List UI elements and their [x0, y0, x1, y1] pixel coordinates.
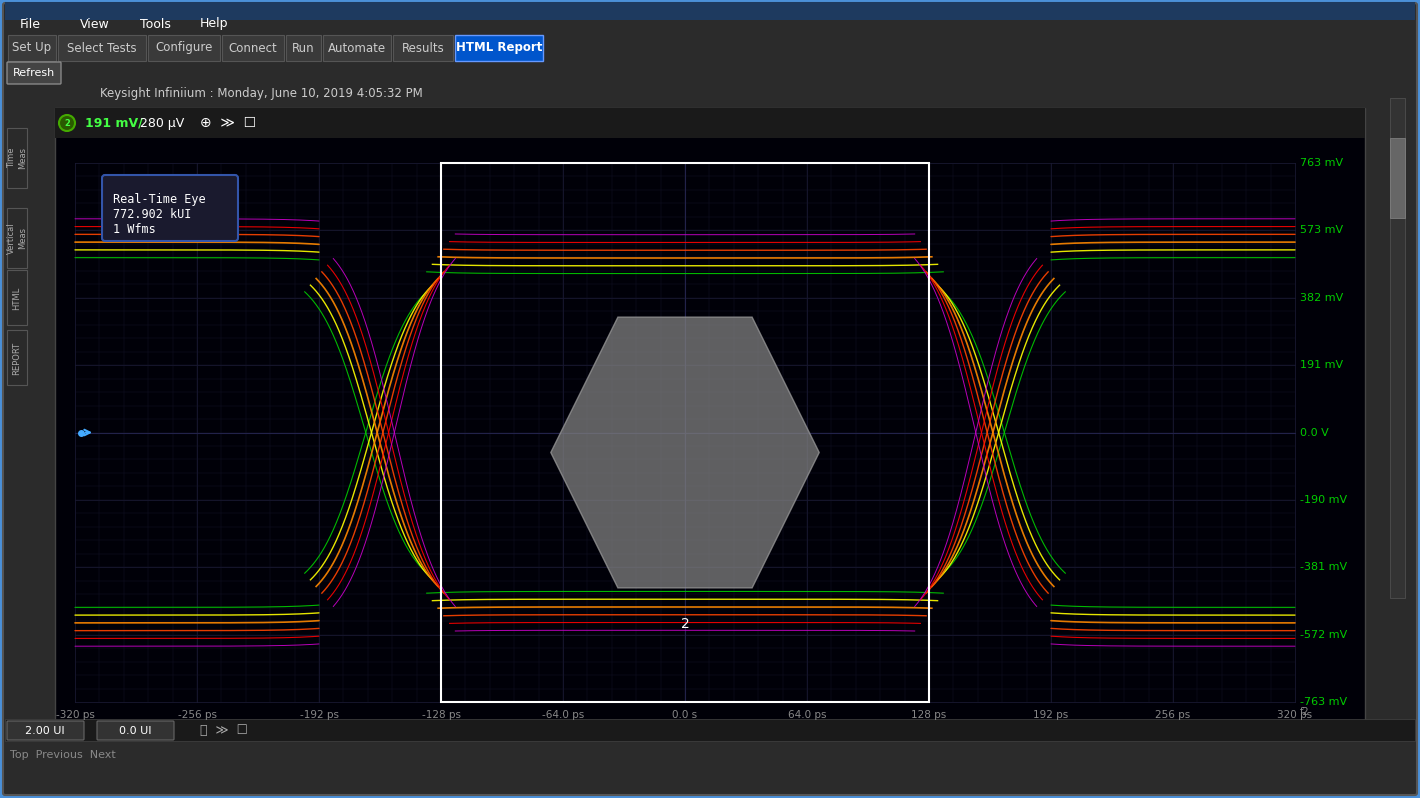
Text: 0.0 UI: 0.0 UI	[119, 726, 152, 736]
Text: 192 ps: 192 ps	[1034, 710, 1069, 720]
Text: Real-Time Eye
772.902 kUI
1 Wfms: Real-Time Eye 772.902 kUI 1 Wfms	[114, 193, 206, 236]
Bar	[6, 33, 1414, 61]
Text: -256 ps: -256 ps	[178, 710, 216, 720]
Text: 191 mV: 191 mV	[1299, 360, 1343, 370]
Bar	[7, 128, 27, 188]
Text: -763 mV: -763 mV	[1299, 697, 1348, 707]
Bar	[9, 35, 55, 61]
Text: Connect: Connect	[229, 41, 277, 54]
Bar	[1390, 98, 1404, 598]
Text: -381 mV: -381 mV	[1299, 562, 1348, 572]
FancyBboxPatch shape	[102, 175, 239, 241]
Text: ⏸  ≫  ☐: ⏸ ≫ ☐	[200, 725, 248, 737]
Bar	[442, 163, 929, 702]
Bar	[148, 35, 220, 61]
Circle shape	[60, 115, 75, 131]
Text: 573 mV: 573 mV	[1299, 225, 1343, 235]
Text: 320 ps: 320 ps	[1278, 710, 1312, 720]
Text: 763 mV: 763 mV	[1299, 158, 1343, 168]
Bar	[454, 35, 542, 61]
Text: Top  Previous  Next: Top Previous Next	[10, 750, 116, 760]
Bar	[6, 2, 1414, 20]
Text: 0.0 V: 0.0 V	[1299, 428, 1329, 437]
Text: File: File	[20, 18, 41, 30]
Bar	[55, 108, 1365, 138]
Text: ⊕  ≫  ☐: ⊕ ≫ ☐	[200, 116, 256, 130]
Bar	[58, 35, 146, 61]
Bar	[285, 35, 321, 61]
Text: View: View	[80, 18, 109, 30]
Text: Run: Run	[293, 41, 315, 54]
Text: Refresh: Refresh	[13, 68, 55, 78]
Bar	[6, 5, 1414, 33]
FancyBboxPatch shape	[97, 721, 175, 740]
Text: 128 ps: 128 ps	[912, 710, 947, 720]
FancyBboxPatch shape	[7, 62, 61, 84]
Text: 2: 2	[64, 118, 70, 128]
Text: 2: 2	[680, 617, 689, 630]
Bar	[322, 35, 391, 61]
Text: 191 mV/: 191 mV/	[85, 117, 143, 129]
Text: -190 mV: -190 mV	[1299, 495, 1348, 504]
Bar	[7, 208, 27, 268]
Text: Set Up: Set Up	[13, 41, 51, 54]
Text: Results: Results	[402, 41, 444, 54]
Text: HTML: HTML	[13, 286, 21, 310]
Text: -572 mV: -572 mV	[1299, 630, 1348, 639]
Text: Help: Help	[200, 18, 229, 30]
Bar	[222, 35, 284, 61]
Bar	[7, 330, 27, 385]
Text: Select Tests: Select Tests	[67, 41, 136, 54]
Text: 382 mV: 382 mV	[1299, 293, 1343, 302]
Text: 64.0 ps: 64.0 ps	[788, 710, 826, 720]
Bar	[6, 719, 1414, 741]
Text: f2: f2	[1299, 707, 1309, 717]
Polygon shape	[551, 317, 819, 588]
Text: 256 ps: 256 ps	[1156, 710, 1190, 720]
Text: HTML Report: HTML Report	[456, 41, 542, 54]
Text: Vertical
Meas: Vertical Meas	[7, 222, 27, 254]
Text: -128 ps: -128 ps	[422, 710, 460, 720]
Text: -192 ps: -192 ps	[300, 710, 338, 720]
Text: 2.00 UI: 2.00 UI	[26, 726, 65, 736]
Bar	[393, 35, 453, 61]
Text: Configure: Configure	[155, 41, 213, 54]
Bar	[1390, 138, 1404, 218]
Text: Keysight Infiniium : Monday, June 10, 2019 4:05:32 PM: Keysight Infiniium : Monday, June 10, 20…	[99, 86, 423, 100]
Text: Time
Meas: Time Meas	[7, 147, 27, 169]
Text: -320 ps: -320 ps	[55, 710, 95, 720]
Text: -64.0 ps: -64.0 ps	[542, 710, 584, 720]
Text: 0.0 s: 0.0 s	[673, 710, 697, 720]
Text: Tools: Tools	[141, 18, 170, 30]
FancyBboxPatch shape	[7, 721, 84, 740]
Text: REPORT: REPORT	[13, 342, 21, 374]
Bar	[7, 270, 27, 325]
Bar	[55, 108, 1365, 723]
Text: 280 μV: 280 μV	[141, 117, 185, 129]
FancyBboxPatch shape	[3, 3, 1417, 795]
Text: Automate: Automate	[328, 41, 386, 54]
